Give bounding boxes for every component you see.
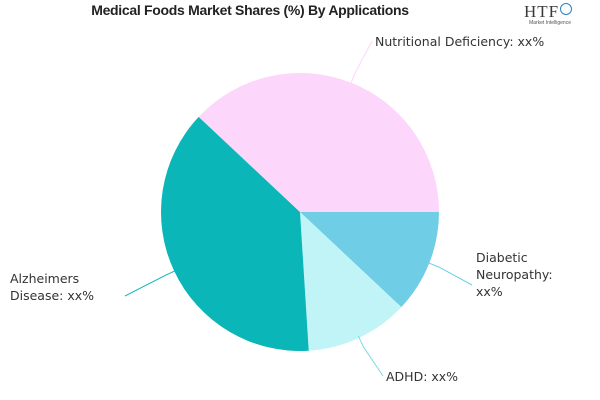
chart-title: Medical Foods Market Shares (%) By Appli… bbox=[91, 2, 409, 18]
leader-line-3 bbox=[349, 40, 373, 85]
pie-slice-3 bbox=[198, 72, 439, 212]
globe-icon bbox=[560, 3, 572, 15]
slice-label-3: Nutritional Deficiency: xx% bbox=[375, 34, 544, 49]
leader-line-0 bbox=[427, 261, 473, 286]
leader-line-2 bbox=[124, 269, 177, 297]
pie-slice-1 bbox=[300, 212, 402, 351]
htf-logo: HTF Market Intelligence bbox=[518, 2, 582, 32]
pie-slice-2 bbox=[161, 116, 309, 351]
logo-text: HTF bbox=[524, 2, 560, 21]
pie-slice-0 bbox=[300, 212, 439, 308]
leader-line-1 bbox=[357, 335, 384, 377]
logo-subtext: Market Intelligence bbox=[529, 20, 571, 26]
slice-label-2: Alzheimers Disease: xx% bbox=[10, 271, 94, 303]
slice-label-1: ADHD: xx% bbox=[386, 369, 458, 384]
slice-label-0: Diabetic Neuropathy: xx% bbox=[476, 250, 553, 299]
